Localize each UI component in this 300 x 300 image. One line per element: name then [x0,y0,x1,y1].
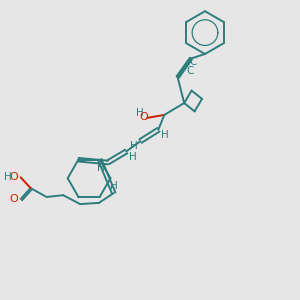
Text: H: H [130,141,138,152]
Text: H: H [98,163,105,173]
Text: C: C [187,66,194,76]
Text: H: H [129,152,136,162]
Text: O: O [10,172,19,182]
Text: H: H [161,130,169,140]
Text: H: H [136,108,143,118]
Text: H: H [110,181,118,191]
Text: H: H [4,172,12,182]
Text: O: O [140,112,148,122]
Text: C: C [189,58,196,68]
Text: O: O [10,194,19,204]
